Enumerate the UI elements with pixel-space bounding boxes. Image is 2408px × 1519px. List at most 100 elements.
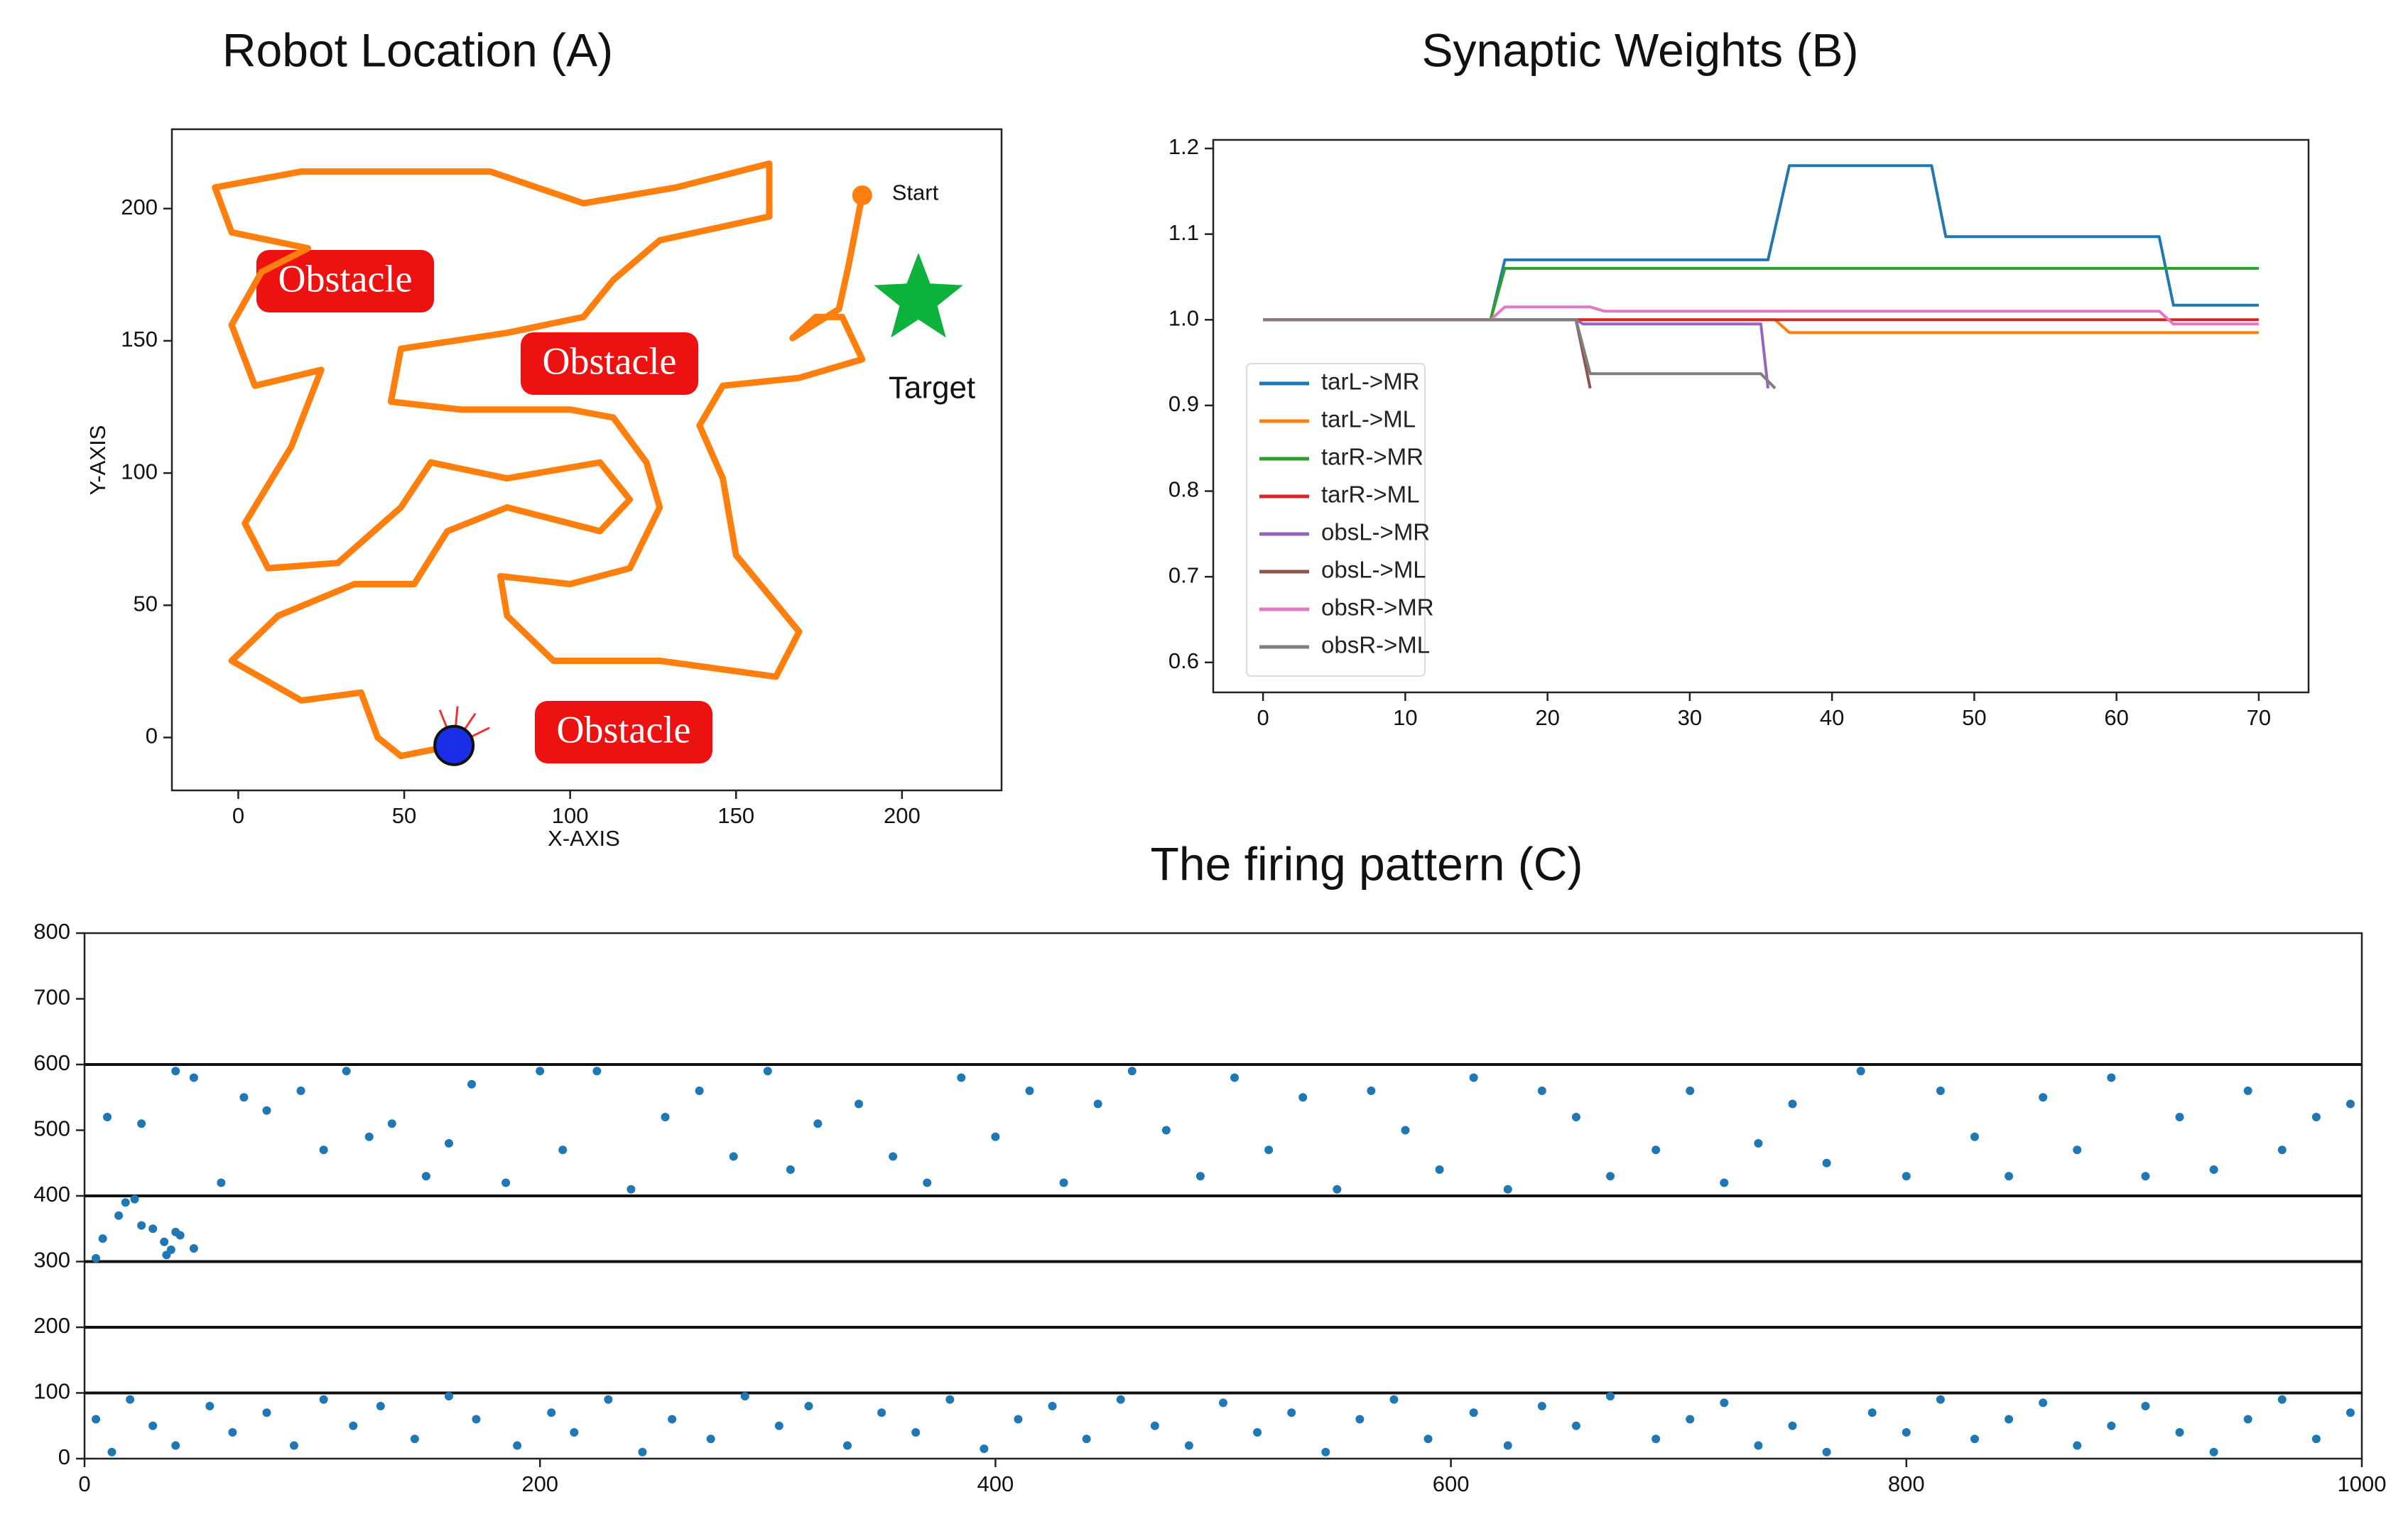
spike [444, 1139, 453, 1148]
spike [1537, 1402, 1546, 1410]
x-tick-label: 50 [1962, 705, 1986, 730]
x-tick-label: 150 [717, 803, 754, 828]
spike [2277, 1145, 2287, 1155]
spike [1184, 1441, 1193, 1450]
spike [1150, 1421, 1159, 1430]
spike [1936, 1087, 1945, 1095]
y-tick-label: 500 [33, 1116, 70, 1141]
spike [472, 1415, 481, 1424]
x-tick-label: 70 [2247, 705, 2271, 730]
spike [387, 1119, 396, 1128]
spike [813, 1119, 823, 1128]
spike [1253, 1428, 1262, 1437]
x-tick-label: 1000 [2338, 1471, 2387, 1496]
y-tick-label: 1.1 [1168, 220, 1199, 245]
spike [763, 1067, 772, 1076]
spike [1754, 1441, 1763, 1450]
spike [1014, 1415, 1023, 1424]
y-tick-label: 300 [33, 1248, 70, 1273]
spike [107, 1447, 116, 1457]
obstacle-label: Obstacle [543, 339, 677, 382]
spike [1902, 1172, 1911, 1181]
x-axis-label: X-AXIS [548, 826, 620, 851]
spike [2107, 1073, 2116, 1082]
spike [570, 1428, 579, 1437]
spike [171, 1067, 180, 1076]
spike [804, 1402, 813, 1410]
y-tick-label: 150 [121, 327, 158, 352]
obstacle [521, 332, 698, 395]
start-point [852, 185, 872, 206]
spike [319, 1395, 328, 1404]
spike [171, 1441, 180, 1450]
spike [2175, 1113, 2184, 1121]
spike [1936, 1395, 1945, 1404]
spike [513, 1441, 522, 1450]
series-line [1263, 305, 2259, 326]
x-tick-label: 10 [1393, 705, 1417, 730]
x-tick-label: 40 [1820, 705, 1844, 730]
obstacle-label: Obstacle [557, 708, 691, 751]
spike [1856, 1067, 1865, 1076]
spike [843, 1441, 852, 1450]
spike [189, 1244, 198, 1253]
spike [148, 1421, 158, 1430]
spike [410, 1434, 419, 1444]
spike [444, 1392, 453, 1401]
chart-title: Robot Location (A) [222, 23, 613, 76]
target-label: Target [889, 371, 975, 405]
spike [1219, 1398, 1227, 1408]
spike [342, 1067, 351, 1076]
spike [1333, 1185, 1342, 1194]
spike [1720, 1178, 1729, 1187]
y-tick-label: 1.2 [1168, 134, 1199, 159]
spike [1970, 1132, 1979, 1141]
x-tick-label: 0 [232, 803, 244, 828]
spike [1503, 1441, 1512, 1450]
obstacle-label: Obstacle [278, 257, 413, 300]
spike [1822, 1158, 1831, 1167]
spike [1367, 1087, 1376, 1095]
y-tick-label: 0.9 [1168, 391, 1199, 416]
x-tick-label: 200 [521, 1471, 558, 1496]
spike [205, 1402, 215, 1410]
legend-label: obsL->MR [1321, 519, 1430, 545]
spike [175, 1231, 185, 1240]
spike [945, 1395, 955, 1404]
y-axis-label: Y-AXIS [85, 425, 110, 496]
spike [296, 1087, 305, 1095]
spike [1161, 1126, 1171, 1135]
axes-frame [170, 128, 1003, 792]
spike [376, 1402, 385, 1410]
spike [1606, 1172, 1615, 1181]
spike [2345, 1099, 2355, 1109]
spike [126, 1395, 135, 1404]
spike [1788, 1099, 1797, 1109]
spike [137, 1119, 146, 1128]
spike [1469, 1073, 1478, 1082]
spike [2073, 1441, 2082, 1450]
spike [855, 1099, 864, 1109]
legend: tarL->MR tarL->ML tarR->MR tarR->ML obsL->MR… [1246, 363, 1434, 677]
spike [877, 1408, 886, 1417]
spike [1571, 1113, 1580, 1121]
spike [638, 1447, 647, 1457]
spike [130, 1194, 139, 1204]
spike [421, 1172, 430, 1181]
spike [2175, 1428, 2184, 1437]
spike [536, 1067, 545, 1076]
y-tick-label: 0.6 [1168, 648, 1199, 673]
spike [2039, 1398, 2048, 1408]
spike [2005, 1172, 2014, 1181]
trajectory [212, 160, 866, 760]
spike [1652, 1145, 1661, 1155]
target-star [874, 253, 963, 338]
y-tick-label: 100 [121, 459, 158, 484]
spike [349, 1421, 358, 1430]
legend-frame [1246, 363, 1426, 677]
spike [217, 1178, 226, 1187]
spike [604, 1395, 613, 1404]
spike [1127, 1067, 1137, 1076]
y-tick-label: 600 [33, 1050, 70, 1075]
y-tick-label: 1.0 [1168, 305, 1199, 330]
